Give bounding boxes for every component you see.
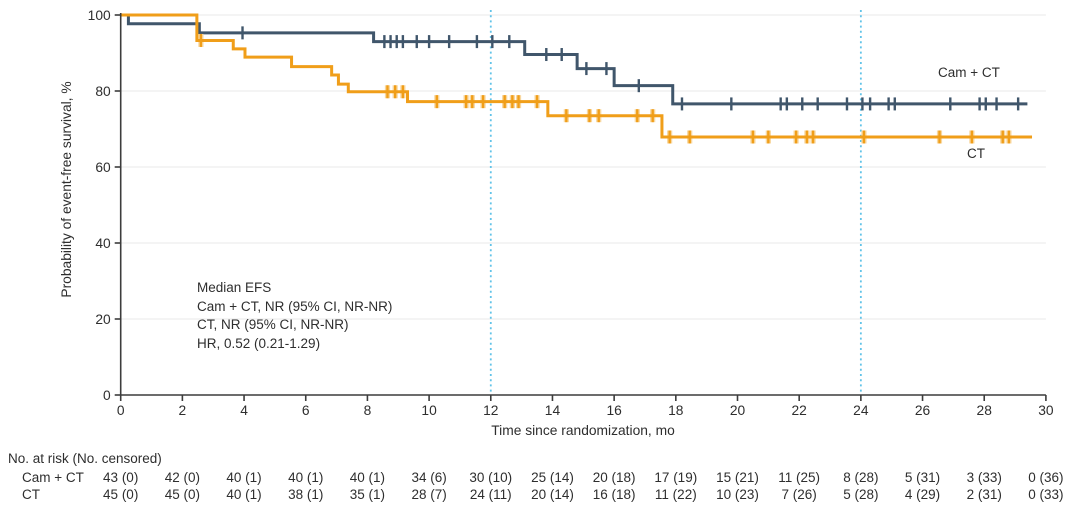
- x-tick-label: 2: [179, 403, 187, 418]
- series-label-ct: CT: [967, 146, 985, 161]
- risk-cell-cam-ct-24mo: 8 (28): [843, 470, 879, 485]
- x-tick-label: 22: [792, 403, 807, 418]
- x-tick-label: 0: [117, 403, 125, 418]
- risk-cell-cam-ct-12mo: 30 (10): [469, 470, 513, 485]
- series-label-cam-ct: Cam + CT: [938, 65, 1000, 80]
- x-tick-label: 26: [915, 403, 931, 418]
- risk-cell-ct-14mo: 20 (14): [531, 487, 574, 502]
- x-axis-title: Time since randomization, mo: [491, 423, 675, 438]
- risk-cell-ct-28mo: 2 (31): [966, 487, 1002, 502]
- risk-cell-cam-ct-10mo: 34 (6): [411, 470, 447, 485]
- risk-row-label-ct: CT: [22, 487, 40, 502]
- risk-cell-cam-ct-26mo: 5 (31): [904, 470, 941, 485]
- x-tick-label: 6: [302, 403, 310, 418]
- risk-cell-cam-ct-30mo: 0 (36): [1028, 470, 1064, 485]
- risk-cell-ct-0mo: 45 (0): [103, 487, 139, 502]
- x-tick-label: 8: [364, 403, 372, 418]
- annotation-line-cam-ct: Cam + CT, NR (95% CI, NR-NR): [197, 298, 393, 314]
- y-tick-label: 60: [95, 160, 111, 175]
- x-tick-label: 24: [853, 403, 869, 418]
- x-tick-label: 14: [545, 403, 561, 418]
- risk-cell-ct-18mo: 11 (22): [654, 487, 697, 502]
- risk-cell-cam-ct-28mo: 3 (33): [966, 470, 1002, 485]
- risk-cell-cam-ct-4mo: 40 (1): [226, 470, 262, 485]
- risk-cell-ct-10mo: 28 (7): [411, 487, 447, 502]
- x-tick-label: 4: [240, 403, 248, 418]
- risk-cell-ct-4mo: 40 (1): [226, 487, 262, 502]
- risk-cell-cam-ct-22mo: 11 (25): [778, 470, 821, 485]
- annotation-line-hr: HR, 0.52 (0.21-1.29): [197, 335, 321, 351]
- risk-cell-cam-ct-6mo: 40 (1): [288, 470, 324, 485]
- x-tick-label: 20: [730, 403, 746, 418]
- risk-cell-ct-12mo: 24 (11): [469, 487, 512, 502]
- risk-cell-ct-20mo: 10 (23): [716, 487, 759, 502]
- risk-cell-cam-ct-14mo: 25 (14): [531, 470, 574, 485]
- risk-cell-ct-6mo: 38 (1): [288, 487, 324, 502]
- risk-cell-cam-ct-8mo: 40 (1): [349, 470, 386, 485]
- x-tick-label: 18: [668, 403, 684, 418]
- risk-row-label-cam-ct: Cam + CT: [22, 470, 84, 485]
- y-tick-label: 20: [95, 312, 111, 327]
- annotation-line-ct: CT, NR (95% CI, NR-NR): [197, 317, 349, 333]
- risk-cell-cam-ct-18mo: 17 (19): [654, 470, 698, 485]
- y-tick-label: 0: [103, 388, 111, 403]
- risk-table-header: No. at risk (No. censored): [8, 451, 162, 466]
- risk-cell-cam-ct-16mo: 20 (18): [592, 470, 636, 485]
- risk-cell-ct-30mo: 0 (33): [1028, 487, 1064, 502]
- risk-cell-ct-26mo: 4 (29): [904, 487, 941, 502]
- km-curve-cam-ct: [120, 13, 1028, 106]
- x-tick-label: 16: [606, 403, 622, 418]
- x-tick-label: 28: [977, 403, 993, 418]
- risk-cell-ct-22mo: 7 (26): [781, 487, 817, 502]
- risk-cell-cam-ct-0mo: 43 (0): [103, 470, 139, 485]
- median-efs-annotation: Median EFS Cam + CT, NR (95% CI, NR-NR) …: [197, 279, 392, 353]
- y-tick-label: 100: [88, 8, 111, 23]
- y-axis-title: Probability of event-free survival, %: [59, 81, 74, 298]
- risk-cell-cam-ct-2mo: 42 (0): [164, 470, 201, 485]
- x-tick-label: 10: [421, 403, 437, 418]
- risk-cell-ct-24mo: 5 (28): [843, 487, 879, 502]
- risk-cell-ct-16mo: 16 (18): [592, 487, 636, 502]
- risk-cell-ct-8mo: 35 (1): [349, 487, 386, 502]
- km-curve-ct: [120, 13, 1033, 139]
- risk-cell-ct-2mo: 45 (0): [164, 487, 201, 502]
- risk-cell-cam-ct-20mo: 15 (21): [716, 470, 759, 485]
- x-tick-label: 12: [483, 403, 498, 418]
- x-tick-label: 30: [1038, 403, 1054, 418]
- annotation-line-median: Median EFS: [197, 280, 272, 295]
- y-tick-label: 40: [95, 236, 111, 251]
- y-tick-label: 80: [95, 84, 111, 99]
